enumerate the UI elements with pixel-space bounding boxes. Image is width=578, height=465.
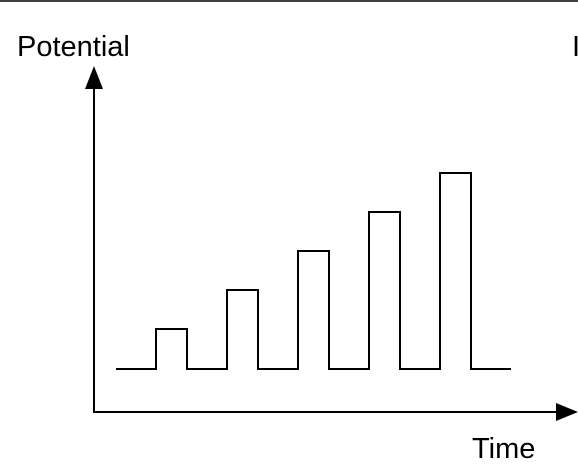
pulse-5 [440,173,471,369]
pulse-3 [298,251,329,369]
x-axis-label: Time [472,433,535,465]
pulse-2 [227,290,258,369]
pulse-group [156,173,471,369]
pulse-4 [369,212,400,369]
y-axis-label: Potential [17,31,130,63]
x-axis-arrowhead [556,403,578,421]
pulse-1 [156,329,187,369]
y-axis-arrowhead [85,66,103,89]
pulse-waveform [116,172,511,370]
edge-mark: I [572,31,578,63]
